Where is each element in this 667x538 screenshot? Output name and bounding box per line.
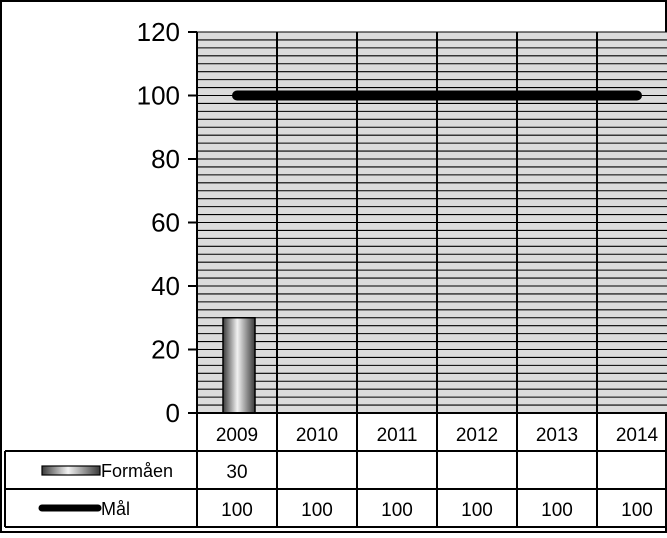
table-value: 100	[381, 500, 413, 521]
x-tick-label: 2010	[296, 425, 338, 446]
table-value: 100	[621, 500, 653, 521]
legend-label: Mål	[101, 499, 130, 519]
y-tick-label: 0	[166, 398, 180, 428]
legend-label: Formåen	[101, 461, 173, 481]
table-value: 100	[301, 500, 333, 521]
y-tick-label: 100	[137, 81, 180, 111]
y-tick-label: 60	[151, 208, 180, 238]
y-tick-label: 40	[151, 271, 180, 301]
table-value: 100	[221, 500, 253, 521]
y-tick-label: 20	[151, 335, 180, 365]
table-value: 100	[541, 500, 573, 521]
x-tick-label: 2013	[536, 425, 578, 446]
x-tick-label: 2009	[216, 425, 258, 446]
y-tick-label: 120	[137, 17, 180, 47]
legend-key-bar	[41, 465, 101, 476]
x-tick-label: 2014	[616, 425, 659, 446]
table-value: 100	[461, 500, 493, 521]
x-tick-label: 2011	[377, 425, 418, 446]
table-value: 30	[226, 462, 247, 483]
y-tick-label: 80	[151, 144, 180, 174]
x-tick-label: 2012	[456, 425, 498, 446]
bar	[222, 317, 256, 414]
